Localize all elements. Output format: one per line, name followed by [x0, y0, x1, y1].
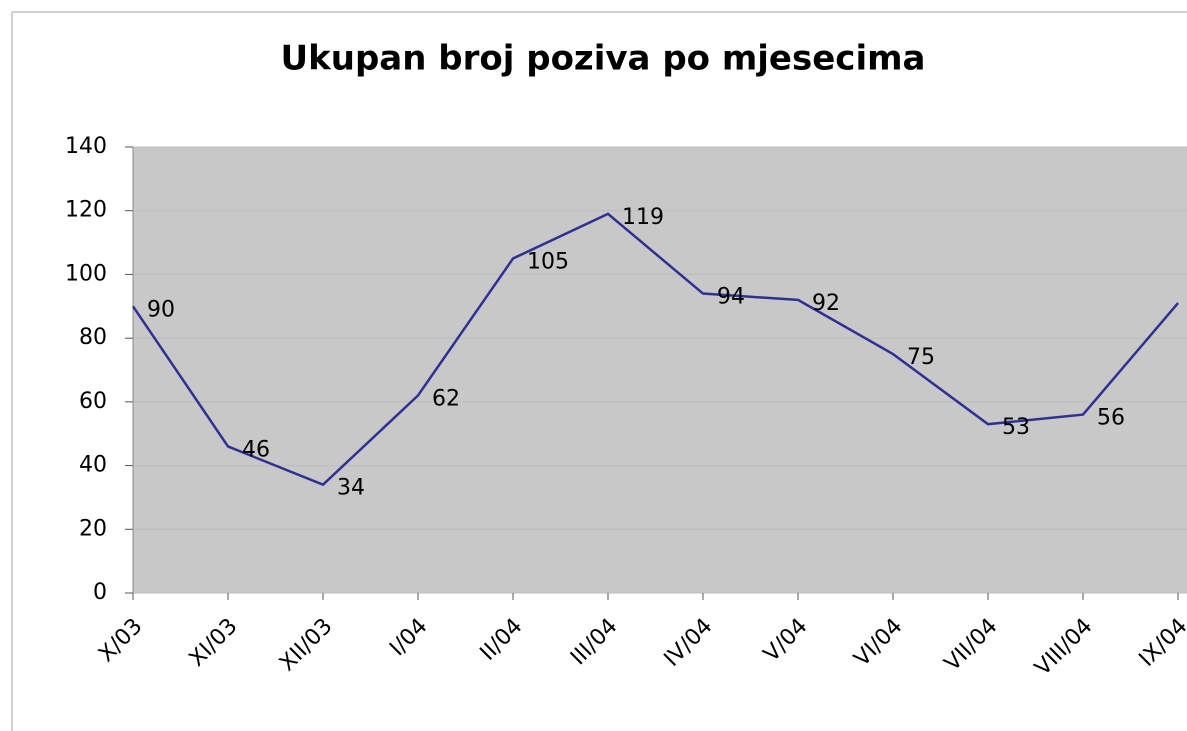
data-label: 90 — [147, 297, 175, 322]
data-label: 75 — [907, 345, 935, 370]
data-label: 53 — [1002, 415, 1030, 440]
y-tick-label: 20 — [79, 516, 107, 541]
chart-title: Ukupan broj poziva po mjesecima — [281, 39, 926, 79]
data-line — [131, 212, 1179, 487]
x-tick-label: X/03 — [94, 614, 147, 667]
y-tick-label: 0 — [93, 580, 107, 605]
data-label: 46 — [242, 437, 270, 462]
data-label: 105 — [527, 250, 569, 275]
data-label: 119 — [622, 205, 664, 230]
data-label: 34 — [337, 476, 365, 501]
x-tick-label: IX/04 — [1135, 614, 1187, 672]
x-tick-label: VII/04 — [940, 614, 1003, 677]
x-tick-label: IV/04 — [660, 614, 718, 672]
y-tick-label: 80 — [79, 325, 107, 350]
x-tick-label: V/04 — [759, 614, 812, 667]
x-tick-label: III/04 — [566, 614, 622, 670]
x-tick-label: XI/03 — [185, 614, 243, 672]
plot-area — [132, 146, 1187, 594]
x-tick-label: VIII/04 — [1030, 614, 1097, 681]
x-tick-label: VI/04 — [850, 614, 908, 672]
data-label: 92 — [812, 291, 840, 316]
y-tick-label: 100 — [65, 261, 107, 286]
data-label: 62 — [432, 386, 460, 411]
data-label: 94 — [717, 285, 745, 310]
y-tick-label: 60 — [79, 389, 107, 414]
x-tick-label: XII/03 — [275, 614, 338, 677]
x-tick-label: II/04 — [476, 614, 528, 666]
y-tick-label: 140 — [65, 134, 107, 159]
y-tick-label: 120 — [65, 198, 107, 223]
x-tick-label: I/04 — [385, 614, 432, 661]
y-tick-label: 40 — [79, 453, 107, 478]
data-label: 56 — [1097, 406, 1125, 431]
